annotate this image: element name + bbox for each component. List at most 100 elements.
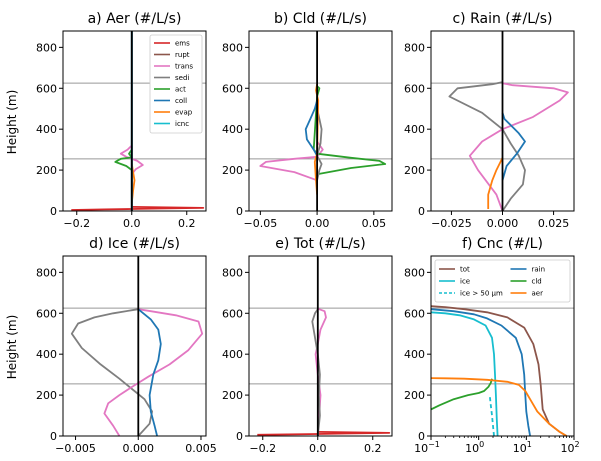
y-tick-label: 0 bbox=[236, 430, 243, 443]
y-tick-label: 0 bbox=[50, 430, 57, 443]
legend-label: rain bbox=[532, 266, 546, 274]
y-tick-label: 200 bbox=[404, 164, 425, 177]
legend-box bbox=[149, 34, 203, 134]
panel-ice: d) Ice (#/L/s) 0 200 400 600 800 −0.005 0.000 0.… bbox=[36, 236, 217, 455]
y-tick-label: 600 bbox=[222, 307, 243, 320]
series-line bbox=[431, 311, 499, 436]
series-line bbox=[257, 431, 391, 436]
legend-label: ems bbox=[175, 40, 190, 48]
panel-rain: c) Rain (#/L/s) 0 200 400 600 800 −0.025 0.000 0… bbox=[404, 11, 575, 230]
x-tick-label: −0.005 bbox=[55, 442, 96, 455]
panel-title: e) Tot (#/L/s) bbox=[275, 236, 365, 252]
x-tick-label: 0.2 bbox=[364, 442, 382, 455]
legend: tot rain ice cld ice > 50 μm aer bbox=[434, 259, 571, 303]
axes-frame bbox=[430, 255, 575, 437]
y-tick-label: 200 bbox=[36, 389, 57, 402]
y-tick-label: 400 bbox=[36, 123, 57, 136]
legend-label: act bbox=[175, 86, 186, 94]
series-line bbox=[431, 377, 568, 436]
y-tick-label: 600 bbox=[222, 82, 243, 95]
axes-frame bbox=[62, 255, 207, 437]
x-tick-label: 100 bbox=[465, 440, 484, 455]
y-tick-label: 0 bbox=[418, 430, 425, 443]
panel-title: d) Ice (#/L/s) bbox=[89, 236, 180, 252]
y-axis-label-bottom: Height (m) bbox=[5, 315, 19, 380]
y-tick-label: 200 bbox=[222, 389, 243, 402]
panel-title: b) Cld (#/L/s) bbox=[274, 11, 367, 27]
y-tick-label: 600 bbox=[36, 82, 57, 95]
series-group bbox=[431, 305, 568, 436]
x-tick-label: −0.025 bbox=[431, 217, 472, 230]
y-tick-label: 600 bbox=[36, 307, 57, 320]
series-line bbox=[448, 81, 526, 211]
legend-label: sedi bbox=[175, 74, 189, 82]
x-tick-label: 0.000 bbox=[123, 442, 155, 455]
legend-label: ice > 50 μm bbox=[460, 290, 503, 298]
series-group bbox=[71, 31, 205, 211]
x-tick-label: 0.025 bbox=[538, 217, 570, 230]
y-tick-label: 400 bbox=[222, 123, 243, 136]
legend-label: cld bbox=[532, 278, 542, 286]
series-line bbox=[304, 100, 318, 157]
series-line bbox=[70, 308, 154, 436]
x-tick-exponent: 2 bbox=[574, 440, 579, 449]
series-line bbox=[103, 308, 204, 436]
panel-cld: b) Cld (#/L/s) 0 200 400 600 800 −0.05 0.00 0.05 bbox=[222, 11, 393, 230]
y-tick-label: 400 bbox=[36, 348, 57, 361]
legend-label: icnc bbox=[175, 120, 189, 128]
series-line bbox=[114, 149, 133, 171]
axes-frame bbox=[248, 255, 393, 437]
series-line bbox=[488, 395, 495, 436]
y-tick-label: 0 bbox=[50, 205, 57, 218]
series-line bbox=[501, 112, 526, 181]
series-line bbox=[431, 378, 493, 411]
y-tick-label: 600 bbox=[404, 307, 425, 320]
y-tick-label: 800 bbox=[222, 41, 243, 54]
axes-frame bbox=[62, 30, 207, 212]
y-axis-label-top: Height (m) bbox=[5, 90, 19, 155]
y-tick-label: 0 bbox=[418, 205, 425, 218]
x-tick-exponent: 1 bbox=[527, 440, 532, 449]
legend-label: tot bbox=[460, 266, 470, 274]
x-tick-label: 0.2 bbox=[178, 217, 196, 230]
series-line bbox=[71, 206, 205, 211]
series-line bbox=[137, 308, 162, 436]
legend: ems rupt trans sedi act coll evap icnc bbox=[149, 34, 203, 134]
series-line bbox=[431, 305, 568, 436]
y-tick-label: 800 bbox=[36, 41, 57, 54]
series-line bbox=[468, 82, 569, 211]
y-tick-label: 400 bbox=[222, 348, 243, 361]
series-group bbox=[448, 31, 569, 211]
series-line bbox=[312, 85, 387, 176]
series-group bbox=[259, 31, 387, 211]
legend-label: rupt bbox=[175, 51, 190, 59]
series-line bbox=[431, 308, 531, 436]
x-tick-label: 102 bbox=[560, 440, 579, 455]
series-line bbox=[311, 308, 321, 436]
panel-tot: e) Tot (#/L/s) 0 200 400 600 800 −0.2 0.0 0.2 bbox=[222, 236, 393, 455]
y-tick-label: 400 bbox=[404, 348, 425, 361]
x-tick-label: −0.05 bbox=[243, 217, 277, 230]
y-tick-label: 800 bbox=[404, 266, 425, 279]
y-tick-label: 800 bbox=[36, 266, 57, 279]
x-tick-label: 10−1 bbox=[414, 440, 440, 455]
x-tick-exponent: 0 bbox=[479, 440, 484, 449]
x-tick-label: 0.000 bbox=[487, 217, 519, 230]
legend-label: coll bbox=[175, 97, 187, 105]
x-tick-label: 101 bbox=[513, 440, 532, 455]
legend-label: aer bbox=[532, 290, 544, 298]
y-tick-label: 200 bbox=[36, 164, 57, 177]
x-tick-label: −0.2 bbox=[63, 217, 90, 230]
y-tick-label: 800 bbox=[404, 41, 425, 54]
x-tick-label: 0.0 bbox=[309, 442, 327, 455]
series-group bbox=[257, 256, 391, 436]
series-line bbox=[259, 140, 324, 182]
panel-title: f) Cnc (#/L) bbox=[462, 236, 543, 252]
panel-aer: a) Aer (#/L/s) 0 200 400 600 800 −0.2 0.0 0.2 ems… bbox=[36, 11, 207, 230]
y-tick-label: 800 bbox=[222, 266, 243, 279]
y-tick-label: 400 bbox=[404, 123, 425, 136]
axes-frame bbox=[248, 30, 393, 212]
x-tick-label: 0.005 bbox=[185, 442, 217, 455]
